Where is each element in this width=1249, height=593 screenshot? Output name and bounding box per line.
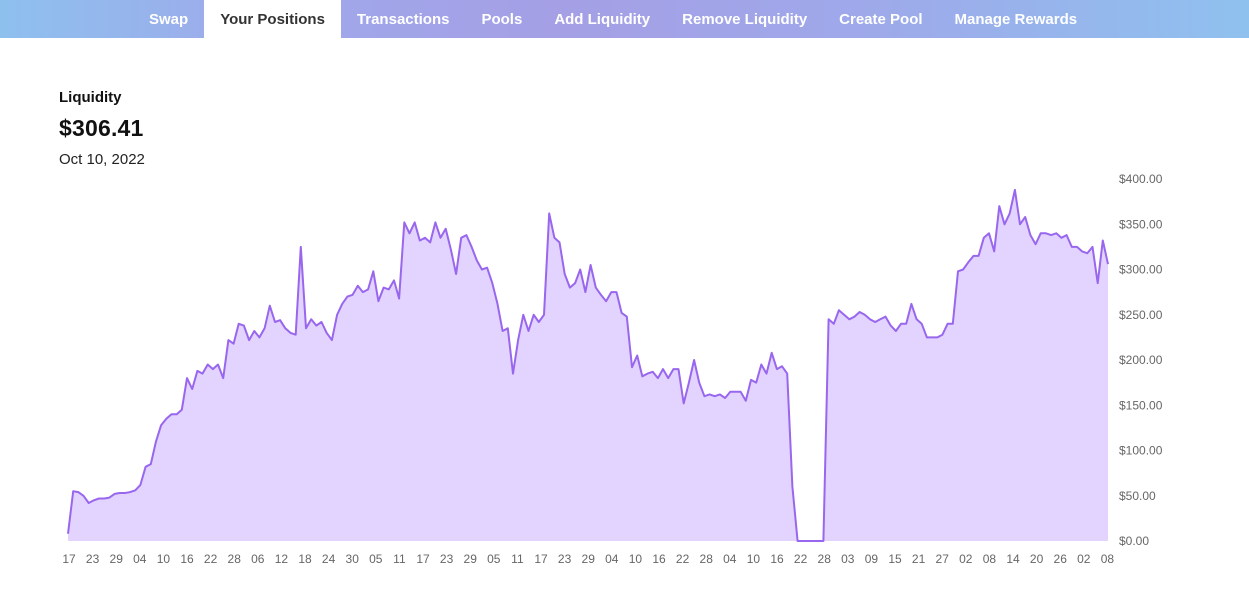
tab-your-positions[interactable]: Your Positions: [204, 0, 341, 38]
x-tick-label: 16: [652, 552, 666, 566]
x-tick-label: 09: [865, 552, 879, 566]
x-tick-label: 05: [369, 552, 383, 566]
x-tick-label: 11: [393, 552, 406, 566]
x-tick-label: 29: [464, 552, 478, 566]
x-tick-label: 16: [180, 552, 194, 566]
x-tick-label: 03: [841, 552, 855, 566]
x-tick-label: 22: [676, 552, 690, 566]
x-tick-label: 10: [629, 552, 643, 566]
tab-remove-liquidity[interactable]: Remove Liquidity: [682, 10, 808, 28]
y-tick-label: $50.00: [1119, 489, 1156, 503]
x-tick-label: 11: [511, 552, 524, 566]
x-tick-label: 17: [534, 552, 548, 566]
x-tick-label: 15: [888, 552, 902, 566]
x-tick-label: 29: [582, 552, 596, 566]
liquidity-summary: Liquidity $306.41 Oct 10, 2022: [59, 89, 145, 168]
x-tick-label: 04: [605, 552, 619, 566]
x-tick-label: 21: [912, 552, 926, 566]
tab-manage-rewards[interactable]: Manage Rewards: [954, 10, 1078, 28]
x-tick-label: 05: [487, 552, 501, 566]
top-navigation: Swap Your Positions Transactions Pools A…: [0, 0, 1249, 38]
x-tick-label: 20: [1030, 552, 1044, 566]
x-tick-label: 06: [251, 552, 265, 566]
tab-pools[interactable]: Pools: [481, 10, 523, 28]
y-tick-label: $0.00: [1119, 534, 1149, 548]
x-tick-label: 24: [322, 552, 336, 566]
x-tick-label: 26: [1054, 552, 1068, 566]
x-tick-label: 10: [157, 552, 171, 566]
liquidity-area-fill: [68, 189, 1108, 541]
x-tick-label: 12: [275, 552, 289, 566]
x-tick-label: 08: [1101, 552, 1115, 566]
chart-plot-area: [67, 188, 1109, 542]
x-tick-label: 27: [936, 552, 950, 566]
y-tick-label: $350.00: [1119, 217, 1163, 231]
x-tick-label: 28: [228, 552, 242, 566]
x-tick-label: 04: [133, 552, 147, 566]
tab-create-pool[interactable]: Create Pool: [839, 10, 923, 28]
x-tick-label: 04: [723, 552, 737, 566]
x-tick-label: 16: [770, 552, 784, 566]
x-tick-label: 08: [983, 552, 997, 566]
x-tick-label: 22: [204, 552, 218, 566]
tab-transactions[interactable]: Transactions: [356, 10, 450, 28]
liquidity-value: $306.41: [59, 115, 144, 141]
liquidity-label: Liquidity: [59, 89, 122, 106]
x-tick-label: 29: [110, 552, 124, 566]
tab-swap[interactable]: Swap: [149, 10, 189, 28]
liquidity-area-chart[interactable]: $0.00 $50.00 $100.00 $150.00 $200.00 $250.00 $…: [0, 160, 1249, 570]
y-tick-label: $200.00: [1119, 353, 1163, 367]
x-tick-label: 17: [62, 552, 76, 566]
y-tick-label: $100.00: [1119, 444, 1163, 458]
y-tick-label: $250.00: [1119, 308, 1163, 322]
liquidity-series-line: [67, 188, 1109, 542]
x-tick-label: 23: [558, 552, 572, 566]
y-tick-label: $150.00: [1119, 398, 1163, 412]
x-tick-label: 02: [959, 552, 973, 566]
y-axis: $0.00 $50.00 $100.00 $150.00 $200.00 $250.00 $…: [1119, 172, 1163, 548]
x-tick-label: 28: [700, 552, 714, 566]
x-tick-label: 28: [818, 552, 832, 566]
x-tick-label: 02: [1077, 552, 1091, 566]
x-tick-label: 17: [416, 552, 430, 566]
x-tick-label: 22: [794, 552, 808, 566]
x-tick-label: 23: [440, 552, 454, 566]
x-tick-label: 23: [86, 552, 100, 566]
liquidity-date: Oct 10, 2022: [59, 151, 145, 168]
tab-add-liquidity[interactable]: Add Liquidity: [554, 10, 651, 28]
x-tick-label: 18: [298, 552, 312, 566]
y-tick-label: $300.00: [1119, 263, 1163, 277]
x-tick-label: 30: [346, 552, 360, 566]
x-tick-label: 10: [747, 552, 761, 566]
x-tick-label: 14: [1006, 552, 1020, 566]
y-tick-label: $400.00: [1119, 172, 1163, 186]
x-axis: 17 23 29 04 10 16 22 28 06 12 18 24 30 05 11 17 23 29 05 11…: [62, 552, 1114, 566]
